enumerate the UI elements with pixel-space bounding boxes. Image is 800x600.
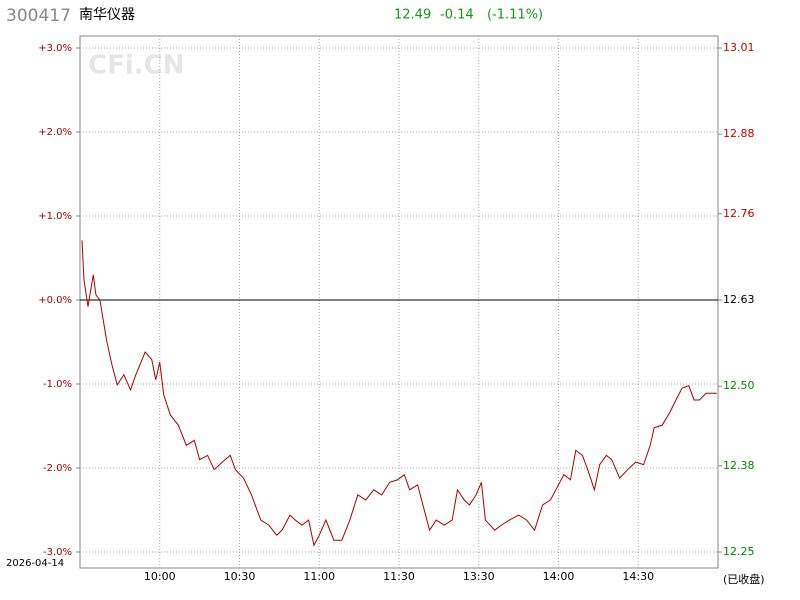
stock-name: 南华仪器 xyxy=(79,7,135,23)
y2-tick-label: 13.01 xyxy=(723,41,755,54)
y-tick-label: +1.0% xyxy=(38,211,72,222)
y2-tick-label: 12.63 xyxy=(723,293,755,306)
price-line xyxy=(81,240,717,547)
y2-tick-label: 12.25 xyxy=(723,545,755,558)
date: 2026-04-14 xyxy=(6,558,64,569)
x-tick-label: 14:00 xyxy=(543,570,575,583)
y-tick-label: +3.0% xyxy=(38,43,72,54)
change: -0.14 xyxy=(440,8,474,23)
y-tick-label: +0.0% xyxy=(38,295,72,306)
y2-tick-label: 12.76 xyxy=(723,207,755,220)
change-percent: (-1.11%) xyxy=(487,8,543,23)
market-status: (已收盘) xyxy=(723,572,765,586)
y-tick-label: -2.0% xyxy=(43,463,72,474)
y-tick-label: -1.0% xyxy=(43,379,72,390)
y-tick-label: -3.0% xyxy=(43,547,72,558)
y2-tick-label: 12.38 xyxy=(723,459,755,472)
y2-tick-label: 12.50 xyxy=(723,379,755,392)
y2-tick-label: 12.88 xyxy=(723,127,755,140)
x-tick-label: 10:30 xyxy=(224,570,256,583)
watermark: CFi.CN xyxy=(88,51,184,81)
x-tick-label: 10:00 xyxy=(144,570,176,583)
y-tick-label: +2.0% xyxy=(38,127,72,138)
price: 12.49 xyxy=(394,8,431,23)
x-tick-label: 11:00 xyxy=(303,570,335,583)
stock-code: 300417 xyxy=(6,6,71,26)
x-tick-label: 14:30 xyxy=(622,570,654,583)
x-tick-label: 13:30 xyxy=(463,570,495,583)
x-tick-label: 11:30 xyxy=(383,570,415,583)
